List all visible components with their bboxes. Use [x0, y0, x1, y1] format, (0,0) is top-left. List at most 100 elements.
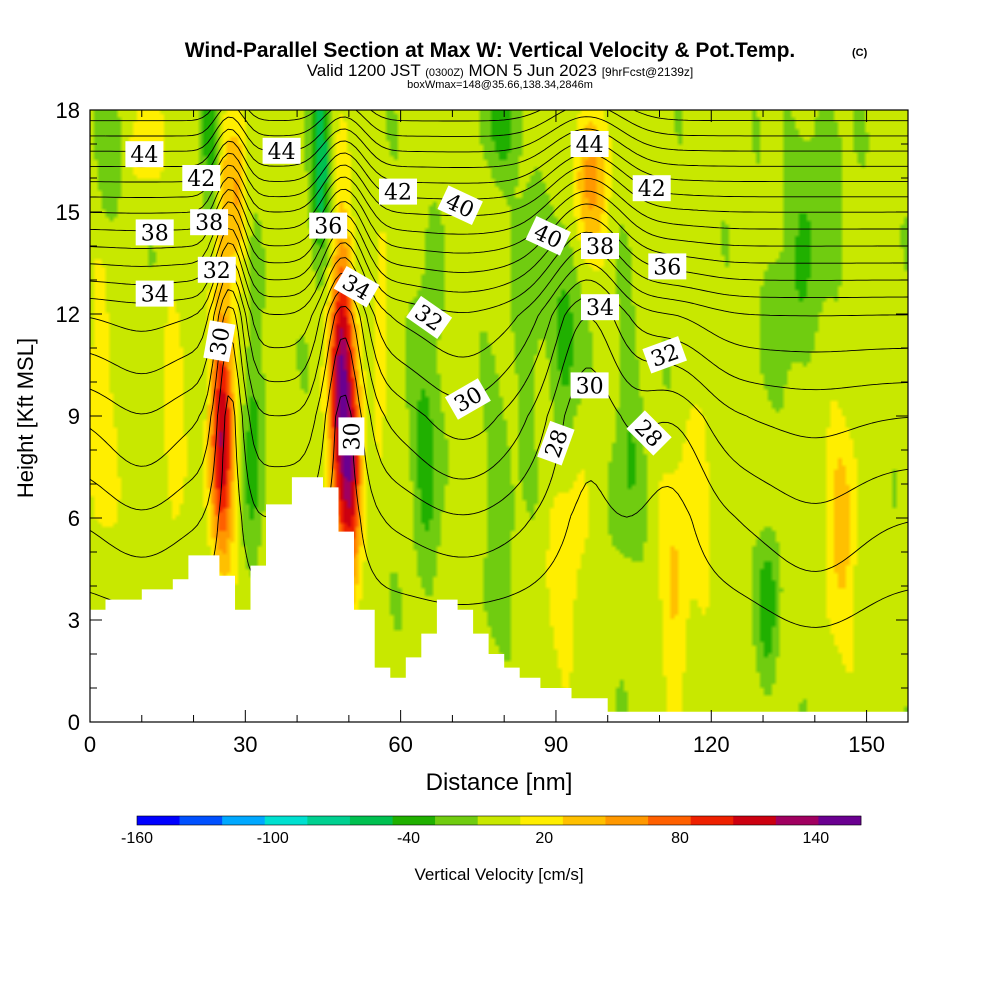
contour-label-bg — [537, 420, 575, 466]
colorbar-segment — [775, 816, 819, 825]
contour-label-bg — [338, 417, 365, 456]
valid-prefix: Valid 1200 JST — [307, 61, 421, 80]
colorbar-tick-label: 140 — [802, 830, 829, 847]
chart-header: Wind-Parallel Section at Max W: Vertical… — [185, 39, 868, 91]
contour-label-bg — [190, 209, 229, 236]
y-tick-label: 15 — [56, 200, 80, 225]
contour-label: 34 — [581, 294, 619, 321]
y-tick-label: 6 — [68, 506, 80, 531]
theta-contour-28 — [90, 305, 908, 516]
chart-title: Wind-Parallel Section at Max W: Vertical… — [185, 39, 796, 62]
contour-label: 42 — [379, 178, 417, 206]
contour-label: 30 — [338, 417, 365, 456]
y-tick-label: 9 — [68, 404, 80, 429]
contour-label-bg — [642, 336, 688, 374]
contour-label: 30 — [570, 372, 609, 399]
contour-label: 32 — [197, 256, 236, 284]
contour-label-text: 36 — [314, 215, 342, 240]
box-wmax-info: boxWmax=148@35.66,138.34,2846m — [407, 79, 593, 91]
y-tick-label: 3 — [68, 608, 80, 633]
contour-label-bg — [406, 295, 453, 339]
contour-label-bg — [182, 165, 221, 191]
contour-label: 32 — [642, 336, 688, 374]
valid-time-line: Valid 1200 JST (0300Z) MON 5 Jun 2023 [9… — [307, 61, 694, 80]
contour-label: 38 — [190, 209, 229, 236]
colorbar-segment — [477, 816, 521, 825]
theta-contour-44 — [90, 110, 908, 122]
y-axis-label: Height [Kft MSL] — [13, 338, 38, 498]
x-tick-label: 90 — [544, 732, 568, 757]
colorbar-segment — [435, 816, 479, 825]
contour-label: 38 — [581, 233, 619, 260]
theta-contour-43 — [90, 110, 908, 137]
colorbar-segment — [733, 816, 777, 825]
contour-label-bg — [581, 294, 619, 321]
contour-label-bg — [437, 185, 483, 226]
contour-label-text: 44 — [268, 140, 296, 165]
theta-contour-41 — [90, 128, 908, 168]
colorbar-tick-label: -160 — [121, 830, 153, 847]
contour-label-text: 44 — [576, 133, 604, 158]
contour-label-bg — [262, 137, 301, 164]
theta-contour-36 — [90, 188, 908, 254]
contour-label-text: 38 — [195, 211, 223, 236]
contour-label-bg — [379, 178, 417, 205]
contour-label-bg — [648, 253, 687, 280]
contour-label-text: 38 — [141, 221, 169, 246]
contour-label: 36 — [309, 212, 348, 240]
contour-label: 42 — [182, 165, 221, 192]
contour-label: 44 — [125, 141, 164, 168]
x-tick-label: 120 — [693, 732, 730, 757]
contour-label-text: 36 — [653, 255, 681, 280]
valid-date: MON 5 Jun 2023 — [468, 61, 597, 80]
theta-contour-31 — [90, 257, 908, 399]
colorbar-segment — [307, 816, 351, 825]
colorbar-segment — [818, 816, 862, 825]
colorbar-label: Vertical Velocity [cm/s] — [414, 865, 583, 884]
x-tick-label: 60 — [388, 732, 412, 757]
contour-label-text: 30 — [206, 326, 235, 358]
x-tick-label: 0 — [84, 732, 96, 757]
contour-label-bg — [570, 372, 609, 399]
colorbar-segment — [605, 816, 649, 825]
valid-utc: (0300Z) — [425, 67, 464, 79]
colorbar-segment — [222, 816, 266, 825]
contour-label-text: 42 — [187, 167, 215, 192]
contour-label-bg — [197, 256, 236, 283]
copyright-mark: (C) — [852, 47, 868, 59]
contour-label-text: 34 — [586, 296, 614, 321]
colorbar-segment — [392, 816, 436, 825]
contour-label: 38 — [135, 219, 174, 246]
x-axis-label: Distance [nm] — [426, 769, 573, 796]
contour-label-bg — [125, 141, 164, 168]
x-tick-label: 150 — [848, 732, 885, 757]
contour-label-bg — [581, 233, 619, 259]
contour-label-text: 42 — [384, 181, 412, 206]
contour-label: 44 — [262, 137, 301, 165]
contour-label: 44 — [570, 131, 609, 158]
colorbar-tick-label: -40 — [397, 830, 420, 847]
contour-label-text: 30 — [576, 374, 604, 399]
colorbar-tick-label: 80 — [671, 830, 689, 847]
contour-label-text: 38 — [586, 235, 614, 260]
y-tick-label: 0 — [68, 710, 80, 735]
contour-label-text: 42 — [638, 177, 666, 202]
forecast-info: [9hrFcst@2139z] — [602, 65, 694, 79]
contour-label-text: 34 — [141, 283, 169, 308]
colorbar-segment — [690, 816, 734, 825]
contour-label-bg — [444, 378, 491, 420]
colorbar-segment — [137, 816, 180, 825]
x-tick-label: 30 — [233, 732, 257, 757]
y-tick-label: 12 — [56, 302, 80, 327]
colorbar-tick-label: 20 — [535, 830, 553, 847]
colorbar-segment — [520, 816, 564, 825]
colorbar-tick-label: -100 — [257, 830, 289, 847]
colorbar-segment — [179, 816, 223, 825]
contour-label: 34 — [135, 280, 174, 308]
contour-label-bg — [309, 212, 348, 239]
contour-label: 30 — [203, 320, 236, 363]
colorbar-segment — [349, 816, 393, 825]
